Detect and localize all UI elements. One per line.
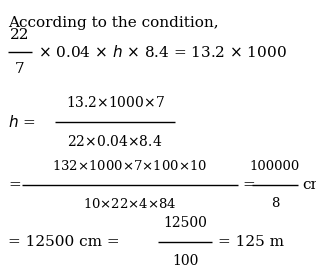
Text: 8: 8 bbox=[271, 197, 279, 210]
Text: 7: 7 bbox=[15, 62, 25, 76]
Text: $\times$ 0.04 $\times$ $h$ $\times$ 8.4 = 13.2 $\times$ 1000: $\times$ 0.04 $\times$ $h$ $\times$ 8.4 … bbox=[38, 44, 287, 60]
Text: 132$\times$1000$\times$7$\times$100$\times$10: 132$\times$1000$\times$7$\times$100$\tim… bbox=[52, 159, 208, 173]
Text: 22: 22 bbox=[10, 28, 30, 42]
Text: 12500: 12500 bbox=[163, 216, 207, 230]
Text: According to the condition,: According to the condition, bbox=[8, 16, 219, 30]
Text: $h$ =: $h$ = bbox=[8, 114, 36, 130]
Text: 100: 100 bbox=[172, 254, 198, 267]
Text: =: = bbox=[242, 178, 255, 192]
Text: 100000: 100000 bbox=[250, 160, 300, 173]
Text: 10$\times$22$\times$4$\times$84: 10$\times$22$\times$4$\times$84 bbox=[83, 197, 177, 211]
Text: = 125 m: = 125 m bbox=[218, 235, 284, 249]
Text: 13.2$\times$1000$\times$7: 13.2$\times$1000$\times$7 bbox=[65, 95, 164, 110]
Text: 22$\times$0.04$\times$8.4: 22$\times$0.04$\times$8.4 bbox=[67, 134, 163, 149]
Text: = 12500 cm =: = 12500 cm = bbox=[8, 235, 120, 249]
Text: =: = bbox=[8, 178, 21, 192]
Text: cm: cm bbox=[302, 178, 316, 192]
